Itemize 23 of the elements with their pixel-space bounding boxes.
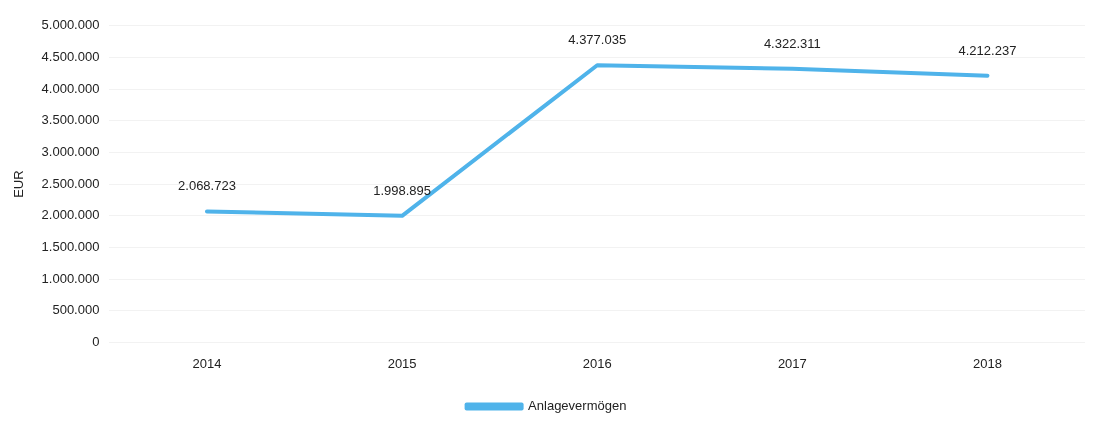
x-tick-label: 2016 bbox=[582, 355, 612, 371]
data-label: 4.322.311 bbox=[763, 35, 821, 51]
legend-label: Anlagevermögen bbox=[528, 398, 627, 414]
y-tick-label: 2.500.000 bbox=[41, 175, 100, 191]
y-axis-title: EUR bbox=[11, 170, 27, 198]
data-label: 4.377.035 bbox=[568, 32, 627, 48]
data-label: 4.212.237 bbox=[958, 42, 1017, 58]
x-tick-label: 2015 bbox=[387, 355, 417, 371]
y-tick-label: 0 bbox=[92, 333, 100, 349]
y-tick-label: 5.000.000 bbox=[41, 17, 100, 33]
y-tick-label: 4.000.000 bbox=[41, 80, 100, 96]
x-tick-label: 2017 bbox=[777, 355, 807, 371]
y-tick-label: 3.000.000 bbox=[41, 144, 100, 160]
data-label: 2.068.723 bbox=[178, 178, 236, 194]
y-tick-label: 1.500.000 bbox=[41, 239, 100, 254]
x-tick-label: 2014 bbox=[192, 355, 222, 371]
x-tick-label: 2018 bbox=[972, 355, 1002, 371]
y-tick-label: 2.000.000 bbox=[41, 207, 100, 223]
y-tick-label: 3.500.000 bbox=[41, 112, 100, 128]
data-label: 1.998.895 bbox=[373, 182, 432, 198]
y-tick-label: 1.000.000 bbox=[41, 270, 100, 286]
y-tick-label: 4.500.000 bbox=[41, 49, 100, 65]
y-tick-label: 500.000 bbox=[52, 302, 100, 318]
